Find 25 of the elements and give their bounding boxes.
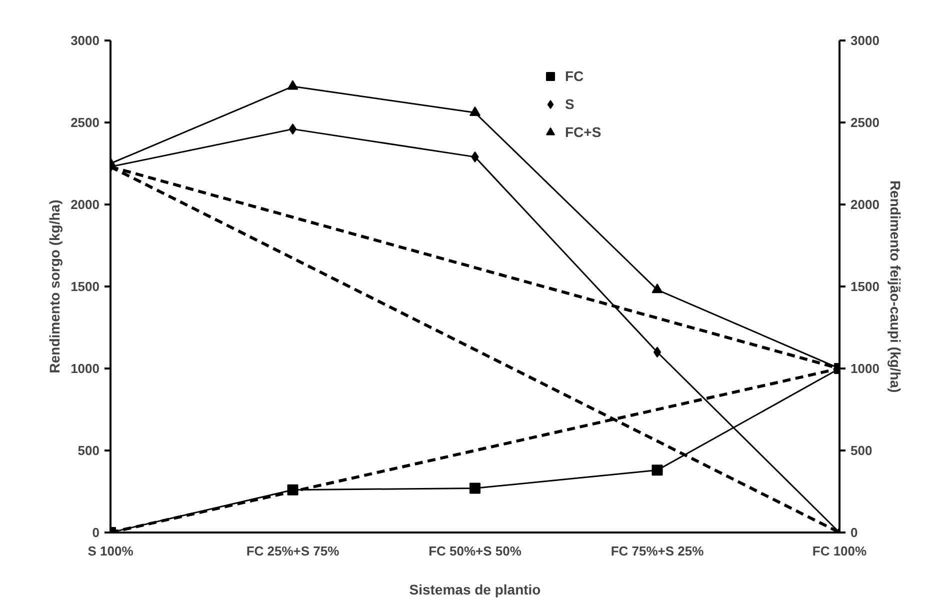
y2-tick-label: 1000 <box>850 361 880 376</box>
x-axis-title: Sistemas de plantio <box>409 582 541 598</box>
x-tick-label: S 100% <box>88 544 134 558</box>
y2-tick-label: 1500 <box>850 279 880 294</box>
legend-label: FC+S <box>565 124 602 140</box>
y-tick-label: 500 <box>78 443 100 458</box>
y2-tick-label: 500 <box>850 443 872 458</box>
y-tick-label: 1000 <box>70 361 100 376</box>
y2-tick-label: 0 <box>850 525 858 540</box>
y-tick-label: 2500 <box>70 115 100 130</box>
y2-tick-label: 2000 <box>850 197 880 212</box>
legend-label: FC <box>565 68 585 84</box>
y-axis-title: Rendimento sorgo (kg/ha) <box>46 200 63 374</box>
y-tick-label: 1500 <box>70 279 100 294</box>
x-tick-label: FC 100% <box>812 544 868 558</box>
y-tick-label: 0 <box>92 525 100 540</box>
x-tick-label: FC 75%+S 25% <box>610 544 704 558</box>
legend-label: S <box>565 96 576 112</box>
y2-tick-label: 2500 <box>850 115 880 130</box>
y-tick-label: 2000 <box>70 197 100 212</box>
y2-axis-title: Rendimento feijão-caupi (kg/ha) <box>887 180 904 393</box>
x-tick-label: FC 25%+S 75% <box>246 544 340 558</box>
x-tick-label: FC 50%+S 50% <box>428 544 522 558</box>
y2-tick-label: 3000 <box>850 33 880 48</box>
y-tick-label: 3000 <box>70 33 100 48</box>
